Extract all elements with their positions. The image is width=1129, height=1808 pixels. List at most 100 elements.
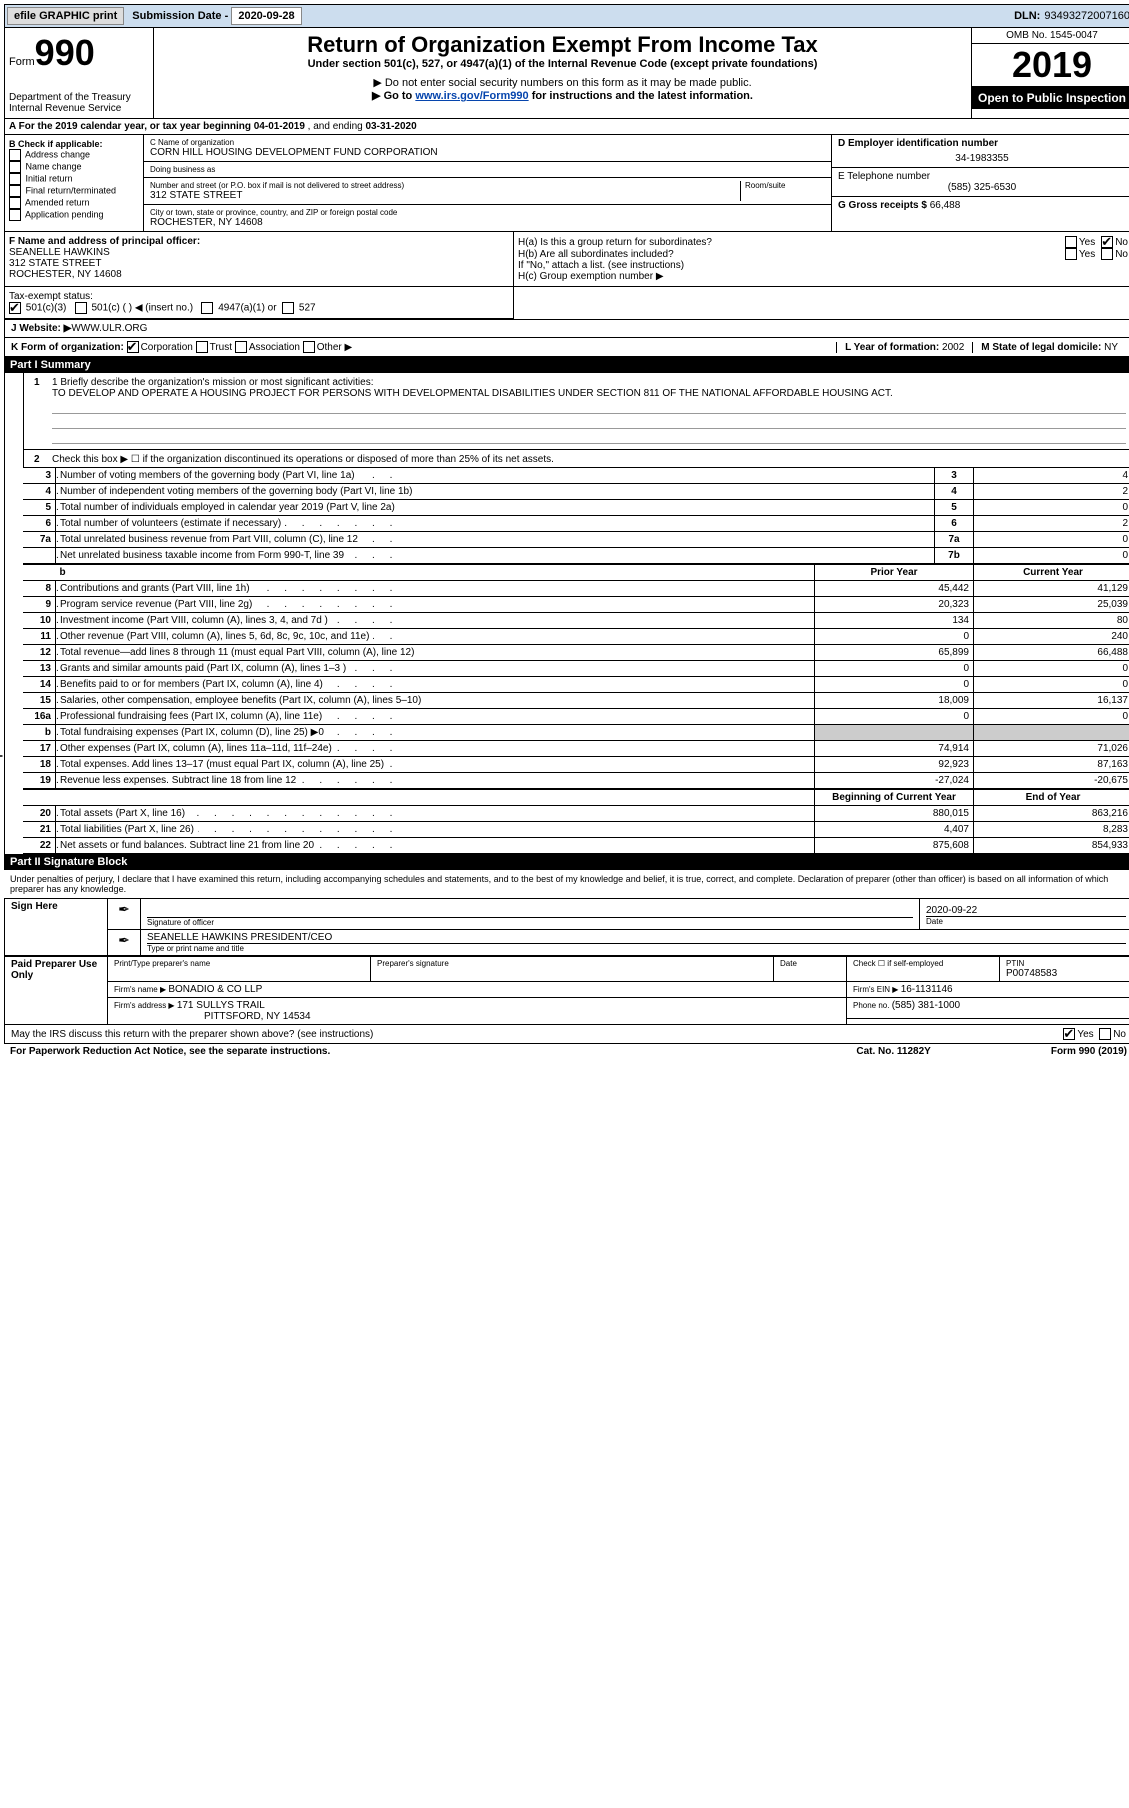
501c3-checkbox[interactable]	[9, 302, 21, 314]
paid-preparer-table: Paid Preparer Use Only Print/Type prepar…	[4, 956, 1129, 1025]
table-row: 6Total number of volunteers (estimate if…	[23, 516, 1129, 532]
cy-head: Current Year	[974, 565, 1129, 581]
table-row: 19Revenue less expenses. Subtract line 1…	[23, 773, 1129, 789]
527-checkbox[interactable]	[282, 302, 294, 314]
ein-value: 34-1983355	[838, 153, 1126, 164]
org-name: CORN HILL HOUSING DEVELOPMENT FUND CORPO…	[150, 147, 825, 158]
q1-value: TO DEVELOP AND OPERATE A HOUSING PROJECT…	[52, 388, 893, 399]
netassets-table: Beginning of Current YearEnd of Year 20T…	[23, 789, 1129, 854]
colb-checkbox[interactable]	[9, 161, 21, 173]
sign-here-label: Sign Here	[5, 899, 108, 956]
form-footer: Form 990 (2019)	[1051, 1046, 1127, 1057]
colb-checkbox[interactable]	[9, 209, 21, 221]
discuss-no-checkbox[interactable]	[1099, 1028, 1111, 1040]
colb-checkbox[interactable]	[9, 197, 21, 209]
governance-table: 3Number of voting members of the governi…	[23, 468, 1129, 564]
table-row: Net unrelated business taxable income fr…	[23, 548, 1129, 564]
501c-checkbox[interactable]	[75, 302, 87, 314]
cat-no: Cat. No. 11282Y	[856, 1046, 930, 1057]
discuss-line: May the IRS discuss this return with the…	[4, 1025, 1129, 1044]
table-row: 21Total liabilities (Part X, line 26)4,4…	[23, 822, 1129, 838]
paid-preparer-label: Paid Preparer Use Only	[5, 957, 108, 1025]
colb-item: Application pending	[9, 209, 139, 221]
ein-label: D Employer identification number	[838, 138, 998, 149]
hb-no-checkbox[interactable]	[1101, 248, 1113, 260]
hb-yes-checkbox[interactable]	[1065, 248, 1077, 260]
gross-label: G Gross receipts $	[838, 200, 930, 211]
q2-box: 2 Check this box ▶ ☐ if the organization…	[23, 450, 1129, 468]
dba-label: Doing business as	[150, 165, 825, 174]
declaration-text: Under penalties of perjury, I declare th…	[4, 870, 1129, 898]
dln-label: DLN:	[1014, 10, 1040, 22]
table-row: 5Total number of individuals employed in…	[23, 500, 1129, 516]
room-label: Room/suite	[745, 181, 825, 190]
submission-date: 2020-09-28	[231, 7, 301, 25]
pen-icon-2: ✒	[117, 932, 131, 949]
table-row: 10Investment income (Part VIII, column (…	[23, 613, 1129, 629]
goto-line: ▶ Go to www.irs.gov/Form990 for instruct…	[158, 89, 967, 102]
pra-notice: For Paperwork Reduction Act Notice, see …	[10, 1046, 330, 1057]
name-label: C Name of organization	[150, 138, 825, 147]
block-ij: Tax-exempt status: 501(c)(3) 501(c) ( ) …	[4, 287, 1129, 320]
block-bcd: B Check if applicable: Address change Na…	[4, 135, 1129, 232]
page-footer: For Paperwork Reduction Act Notice, see …	[4, 1044, 1129, 1059]
table-row: 11Other revenue (Part VIII, column (A), …	[23, 629, 1129, 645]
irs-link[interactable]: www.irs.gov/Form990	[415, 90, 528, 102]
revenue-table: bPrior YearCurrent Year 8Contributions a…	[23, 564, 1129, 661]
dept-treasury: Department of the Treasury Internal Reve…	[9, 92, 149, 114]
table-row: 14Benefits paid to or for members (Part …	[23, 677, 1129, 693]
phone-value: (585) 325-6530	[838, 182, 1126, 193]
omb-number: OMB No. 1545-0047	[972, 28, 1129, 44]
line-j: J Website: ▶ WWW.ULR.ORG	[4, 320, 1129, 338]
trust-checkbox[interactable]	[196, 341, 208, 353]
city-value: ROCHESTER, NY 14608	[150, 217, 825, 228]
table-row: 9Program service revenue (Part VIII, lin…	[23, 597, 1129, 613]
ssn-note: ▶ Do not enter social security numbers o…	[158, 76, 967, 89]
colb-checkbox[interactable]	[9, 149, 21, 161]
colb-item: Amended return	[9, 197, 139, 209]
self-employed: Check ☐ if self-employed	[853, 959, 993, 968]
f-label: F Name and address of principal officer:	[9, 236, 200, 247]
tax-year: 2019	[972, 44, 1129, 87]
sig-date-value: 2020-09-22	[926, 905, 1126, 916]
colb-item: Name change	[9, 161, 139, 173]
table-row: 12Total revenue—add lines 8 through 11 (…	[23, 645, 1129, 661]
h-note: If "No," attach a list. (see instruction…	[518, 260, 1128, 271]
block-fh: F Name and address of principal officer:…	[4, 232, 1129, 287]
table-row: bTotal fundraising expenses (Part IX, co…	[23, 725, 1129, 741]
h-a-label: H(a) Is this a group return for subordin…	[518, 237, 1065, 248]
colb-checkbox[interactable]	[9, 185, 21, 197]
sign-here-table: Sign Here ✒ Signature of officer 2020-09…	[4, 898, 1129, 956]
4947-checkbox[interactable]	[201, 302, 213, 314]
colb-checkbox[interactable]	[9, 173, 21, 185]
table-row: 7aTotal unrelated business revenue from …	[23, 532, 1129, 548]
form-header: Form990 Department of the Treasury Inter…	[4, 28, 1129, 119]
table-row: 3Number of voting members of the governi…	[23, 468, 1129, 484]
discuss-yes-checkbox[interactable]	[1063, 1028, 1075, 1040]
phone-label: E Telephone number	[838, 171, 1126, 182]
expenses-table: 13Grants and similar amounts paid (Part …	[23, 661, 1129, 789]
pen-icon: ✒	[117, 901, 131, 918]
ha-yes-checkbox[interactable]	[1065, 236, 1077, 248]
firm-phone: (585) 381-1000	[892, 1000, 960, 1011]
discuss-text: May the IRS discuss this return with the…	[11, 1029, 377, 1040]
corp-checkbox[interactable]	[127, 341, 139, 353]
form-prefix: Form	[9, 56, 35, 68]
efile-topbar: efile GRAPHIC print Submission Date - 20…	[4, 4, 1129, 28]
efile-print-button[interactable]: efile GRAPHIC print	[7, 7, 124, 25]
table-row: 13Grants and similar amounts paid (Part …	[23, 661, 1129, 677]
addr-label: Number and street (or P.O. box if mail i…	[150, 181, 736, 190]
state-domicile: NY	[1104, 342, 1118, 353]
colb-item: Initial return	[9, 173, 139, 185]
assoc-checkbox[interactable]	[235, 341, 247, 353]
firm-ein: 16-1131146	[901, 984, 953, 995]
boy-head: Beginning of Current Year	[815, 790, 974, 806]
table-row: 4Number of independent voting members of…	[23, 484, 1129, 500]
k-label: K Form of organization:	[11, 342, 124, 353]
ha-no-checkbox[interactable]	[1101, 236, 1113, 248]
other-checkbox[interactable]	[303, 341, 315, 353]
h-b-label: H(b) Are all subordinates included?	[518, 249, 1065, 260]
submission-label: Submission Date - 2020-09-28	[132, 10, 301, 22]
vtab-netassets: Net Assets or Fund Balances	[0, 743, 1, 867]
col-deg: D Employer identification number 34-1983…	[832, 135, 1129, 231]
